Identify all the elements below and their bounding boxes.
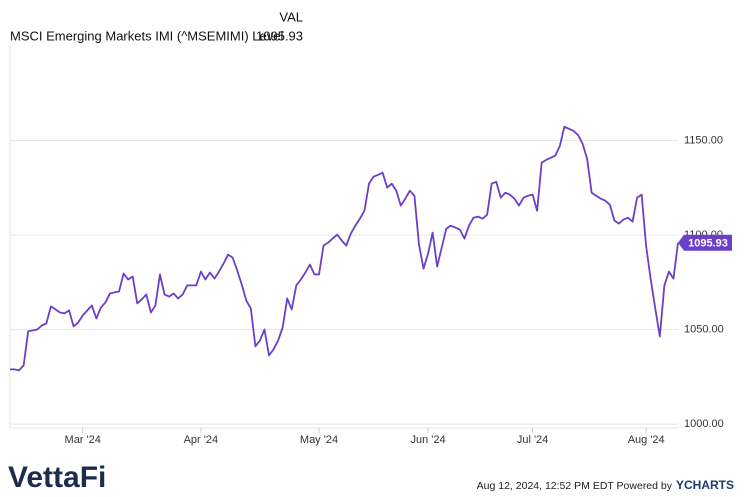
brand: YCHARTS: [676, 478, 734, 492]
x-tick-label: Mar '24: [65, 434, 101, 446]
series-line: [10, 125, 679, 372]
y-tick-label: 1050.00: [684, 324, 724, 336]
logo: VettaFi: [8, 461, 106, 494]
last-value-tag: [678, 234, 732, 251]
y-tick-label: 1150.00: [684, 134, 723, 146]
x-tick-label: May '24: [300, 434, 338, 446]
legend-value: 1095.93: [256, 28, 303, 43]
x-tick-label: Aug '24: [628, 434, 665, 446]
x-tick-label: Jul '24: [517, 434, 548, 446]
x-tick-label: Apr '24: [184, 434, 219, 446]
last-value-label: 1095.93: [688, 238, 728, 250]
timestamp: Aug 12, 2024, 12:52 PM EDT Powered by: [477, 480, 673, 492]
x-tick-label: Jun '24: [410, 434, 445, 446]
legend-header: VAL: [279, 9, 303, 24]
legend-series-name: MSCI Emerging Markets IMI (^MSEMIMI) Lev…: [10, 28, 283, 43]
y-tick-label: 1000.00: [684, 418, 724, 430]
